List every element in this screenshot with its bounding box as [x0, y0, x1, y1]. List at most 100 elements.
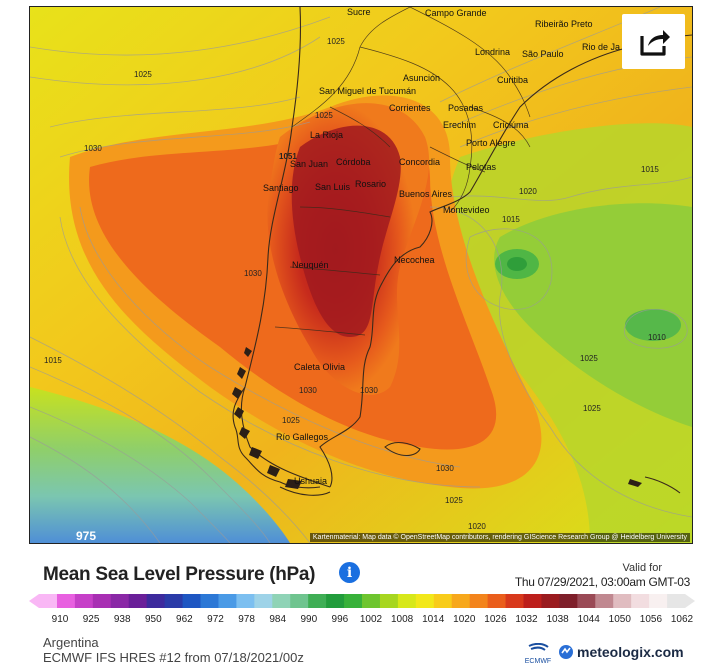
- color-scale-swatch: [344, 594, 363, 608]
- color-scale-swatch: [362, 594, 381, 608]
- isobar-label: 1025: [580, 354, 598, 363]
- city-label: Campo Grande: [425, 8, 487, 18]
- color-scale-swatch: [74, 594, 94, 608]
- share-button[interactable]: [622, 14, 685, 69]
- corner-isobar-label: 975: [76, 529, 97, 543]
- landmass: [232, 7, 692, 496]
- isobar-label: 1010: [648, 333, 666, 342]
- city-label: Concordia: [399, 157, 440, 167]
- color-scale-tick: 1056: [639, 614, 663, 625]
- color-scale-tick: 962: [176, 614, 193, 625]
- pressure-map[interactable]: 1025 1025 1030 1051 1025 1020 1015 1030 …: [30, 7, 692, 543]
- map-title: Mean Sea Level Pressure (hPa): [43, 564, 316, 585]
- color-scale-swatch: [290, 594, 309, 608]
- low-center-2: [625, 309, 681, 341]
- color-scale-swatch: [218, 594, 237, 608]
- map-frame[interactable]: 1025 1025 1030 1051 1025 1020 1015 1030 …: [29, 6, 693, 544]
- color-scale-swatch: [29, 594, 57, 608]
- color-scale-swatch: [397, 594, 417, 608]
- city-label: Pelotas: [466, 162, 497, 172]
- city-label: Necochea: [394, 255, 435, 265]
- isobar-label: 1025: [327, 37, 345, 46]
- meteologix-brand[interactable]: meteologix.com: [558, 644, 684, 660]
- color-scale-swatch: [631, 594, 650, 608]
- color-scale-swatch: [128, 594, 148, 608]
- city-label: Río Gallegos: [276, 432, 329, 442]
- region-label: Argentina: [43, 635, 99, 650]
- city-label: Porto Alegre: [466, 138, 516, 148]
- color-scale-tick: 950: [144, 614, 162, 625]
- color-scale-swatch: [379, 594, 399, 608]
- color-scale-tick: 910: [51, 614, 69, 625]
- info-icon[interactable]: i: [339, 562, 360, 583]
- map-attribution: Kartenmaterial: Map data © OpenStreetMap…: [309, 533, 690, 542]
- city-label: Criciúma: [493, 120, 529, 130]
- color-scale-swatch: [200, 594, 219, 608]
- valid-label: Valid for: [622, 562, 662, 574]
- color-scale-tick: 984: [269, 614, 287, 625]
- brand-name: meteologix.com: [577, 644, 684, 660]
- color-scale-swatch: [577, 594, 596, 608]
- color-scale-swatch: [182, 594, 201, 608]
- color-scale-swatch: [326, 594, 345, 608]
- isobar-label-group: 1025 1025 1030 1051 1025 1020 1015 1030 …: [44, 37, 666, 531]
- city-label: La Rioja: [310, 130, 343, 140]
- city-label: Montevideo: [443, 205, 490, 215]
- city-label: Santiago: [263, 183, 299, 193]
- city-label: Rosario: [355, 179, 386, 189]
- city-label: Erechim: [443, 120, 476, 130]
- color-scale-tick: 1050: [608, 614, 631, 625]
- color-scale-swatch: [667, 594, 695, 608]
- color-scale-tick: 1032: [515, 614, 538, 625]
- city-label: San Miguel de Tucumán: [319, 86, 416, 96]
- color-scale-swatch: [254, 594, 273, 608]
- color-scale-tick: 990: [300, 614, 318, 625]
- model-run-label: ECMWF IFS HRES #12 from 07/18/2021/00z: [43, 650, 304, 665]
- ecmwf-logo: ECMWF: [525, 643, 551, 665]
- color-scale-tick: 1002: [359, 614, 383, 625]
- isobar-label: 1025: [445, 496, 463, 505]
- isobar-label: 1025: [315, 111, 333, 120]
- color-scale-swatch: [433, 594, 453, 608]
- isobar-label: 1020: [519, 187, 537, 196]
- southwest-low-region: [30, 387, 290, 543]
- valid-time: Thu 07/29/2021, 03:00am GMT-03: [514, 575, 690, 589]
- share-icon: [639, 29, 670, 56]
- color-scale-swatch: [146, 594, 166, 608]
- color-scale-tick: 1038: [546, 614, 569, 625]
- color-scale-swatch: [523, 594, 542, 608]
- isobar-label: 1051: [279, 152, 297, 161]
- color-scale-swatch: [308, 594, 327, 608]
- color-scale-swatch: [505, 594, 524, 608]
- city-label: Corrientes: [389, 103, 431, 113]
- color-scale-swatch: [92, 594, 112, 608]
- color-scale-swatch: [415, 594, 435, 608]
- city-label: Ribeirão Preto: [535, 19, 593, 29]
- city-label: Rio de Ja: [582, 42, 620, 52]
- color-scale-tick: 1026: [484, 614, 507, 625]
- color-scale-swatch: [649, 594, 668, 608]
- color-scale-swatch: [487, 594, 507, 608]
- color-scale-tick: 1014: [422, 614, 445, 625]
- city-label: Buenos Aires: [399, 189, 453, 199]
- color-scale-tick: 996: [331, 614, 349, 625]
- chilean-fjords: [232, 347, 642, 489]
- isobar-label: 1030: [84, 144, 102, 153]
- city-label: San Juan: [290, 159, 328, 169]
- isobar-label: 1025: [282, 416, 300, 425]
- color-scale-tick: 925: [82, 614, 100, 625]
- city-label: Córdoba: [336, 157, 371, 167]
- color-scale-swatch: [272, 594, 291, 608]
- color-scale-swatch: [236, 594, 255, 608]
- city-label: Posadas: [448, 103, 484, 113]
- color-scale-swatch: [56, 594, 76, 608]
- city-label: Neuquén: [292, 260, 329, 270]
- east-low-core: [494, 203, 692, 427]
- meteologix-icon: [559, 645, 573, 659]
- city-label: Asunción: [403, 73, 440, 83]
- isobar-label: 1030: [244, 269, 262, 278]
- city-label: Sucre: [347, 7, 371, 17]
- color-scale-tick: 978: [238, 614, 255, 625]
- isobar-label: 1020: [468, 522, 486, 531]
- color-scale-tick: 938: [113, 614, 131, 625]
